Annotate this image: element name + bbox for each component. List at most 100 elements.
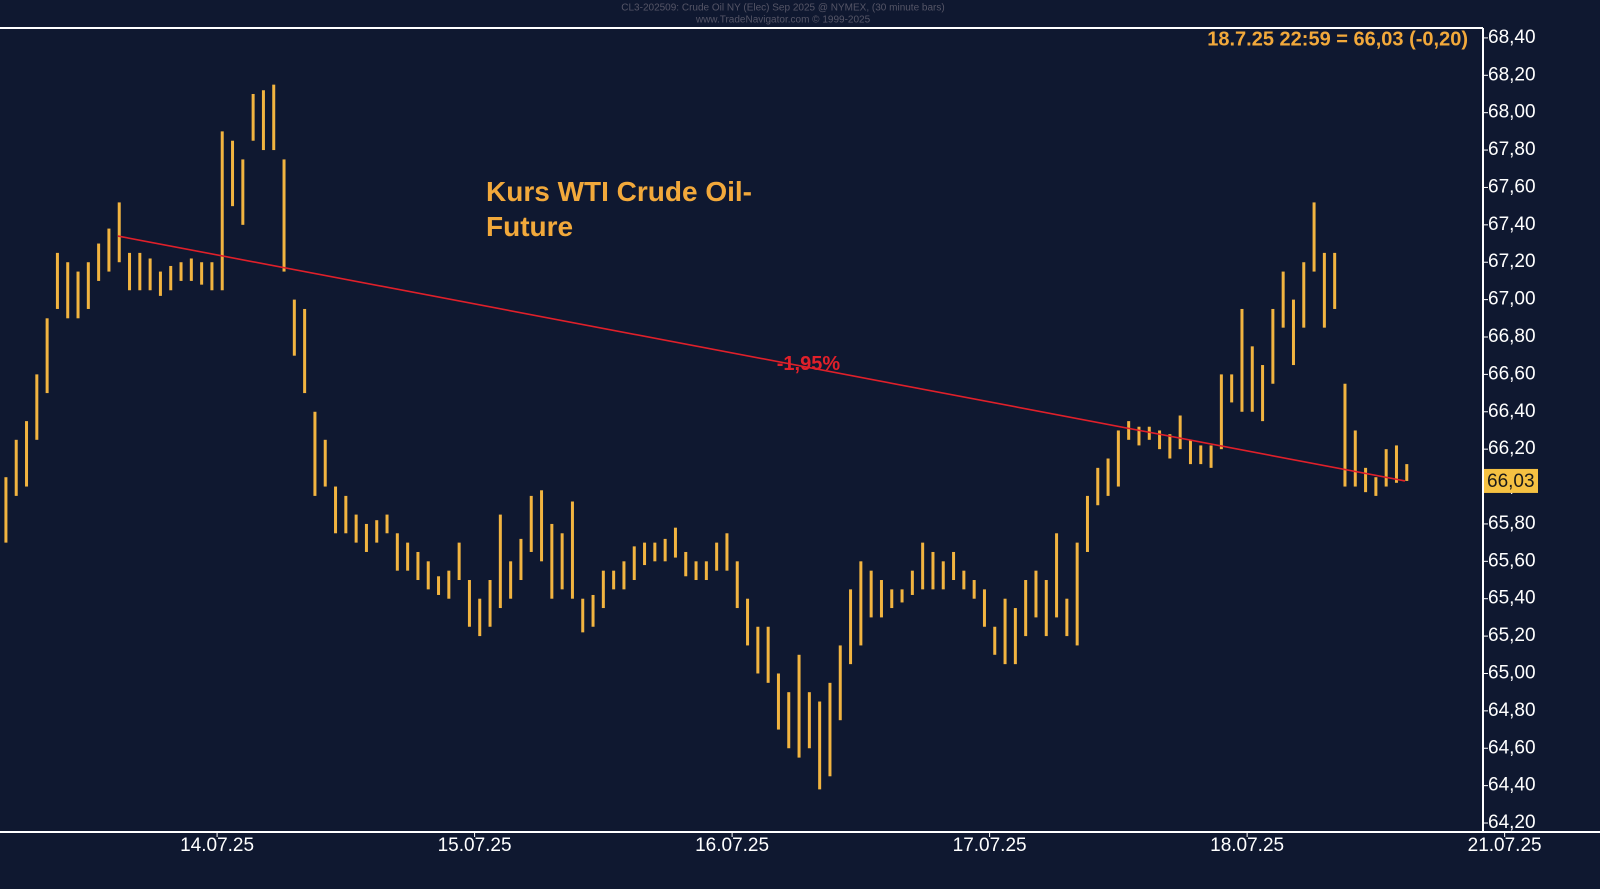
y-tick-label: 65,40	[1488, 588, 1536, 609]
price-bar	[406, 542, 410, 571]
y-tick-label: 65,80	[1488, 513, 1536, 534]
price-bar	[921, 542, 925, 590]
price-bar	[890, 589, 894, 609]
price-bar	[1096, 467, 1100, 506]
price-bar	[128, 252, 132, 291]
price-bar	[1085, 495, 1089, 552]
price-bar	[766, 626, 770, 683]
y-tick-label: 66,80	[1488, 326, 1536, 347]
price-bar	[447, 570, 451, 599]
price-bar	[746, 598, 750, 646]
chart-title: Kurs WTI Crude Oil-Future	[486, 176, 752, 242]
price-bar	[1168, 434, 1172, 459]
price-bar	[334, 486, 338, 534]
y-tick-label: 67,60	[1488, 176, 1536, 197]
price-bar	[704, 561, 708, 581]
price-bar	[1044, 580, 1048, 637]
price-bar	[1240, 308, 1244, 412]
price-bar	[45, 318, 49, 394]
trend-line	[117, 235, 1406, 482]
price-bar	[570, 501, 574, 599]
price-bar	[797, 654, 801, 758]
price-bar	[1405, 464, 1409, 481]
price-bar	[1137, 426, 1141, 446]
price-bar	[879, 580, 883, 618]
price-bar	[4, 477, 8, 543]
price-bar	[1209, 445, 1213, 468]
price-bar	[189, 258, 193, 281]
x-tick-label: 15.07.25	[438, 835, 512, 856]
price-bar	[292, 299, 296, 356]
price-bar	[601, 570, 605, 609]
price-bar	[158, 271, 162, 296]
price-bar	[1384, 449, 1388, 487]
price-bar	[437, 576, 441, 595]
price-bar	[200, 262, 204, 285]
price-bar	[35, 374, 39, 440]
y-tick-label: 64,40	[1488, 775, 1536, 796]
price-bar	[591, 594, 595, 627]
price-bar	[210, 262, 214, 291]
price-bar	[673, 527, 677, 558]
price-bar	[416, 551, 420, 581]
price-bar	[138, 252, 142, 291]
price-bar	[962, 570, 966, 590]
price-bar	[560, 533, 564, 590]
price-bar	[849, 589, 853, 665]
price-bar	[97, 243, 101, 281]
price-bar	[643, 542, 647, 566]
price-bar	[1302, 262, 1306, 328]
y-tick-label: 65,60	[1488, 550, 1536, 571]
chart-header: CL3-202509: Crude Oil NY (Elec) Sep 2025…	[621, 3, 944, 14]
price-bar	[622, 561, 626, 590]
price-bar	[1158, 430, 1162, 450]
price-bar	[1219, 374, 1223, 450]
price-bar	[303, 308, 307, 394]
price-bar	[1312, 202, 1316, 272]
y-tick-label: 67,80	[1488, 139, 1536, 160]
price-bar	[14, 439, 18, 496]
price-bar	[148, 258, 152, 291]
price-bar	[540, 490, 544, 562]
price-bar	[272, 84, 276, 151]
price-bar	[375, 520, 379, 543]
price-bar	[313, 411, 317, 496]
x-tick-label: 21.07.25	[1468, 835, 1542, 856]
y-tick-label: 67,40	[1488, 214, 1536, 235]
price-bar	[1364, 467, 1368, 493]
price-bar	[1003, 598, 1007, 665]
price-bar	[282, 159, 286, 272]
price-bar	[818, 701, 822, 790]
y-tick-label: 68,40	[1488, 27, 1536, 48]
y-tick-label: 67,20	[1488, 251, 1536, 272]
price-bar	[86, 262, 90, 309]
price-bar	[1281, 271, 1285, 328]
price-bar	[1178, 415, 1182, 450]
price-bar	[828, 682, 832, 777]
price-info: 18.7.25 22:59 = 66,03 (-0,20)	[1207, 28, 1468, 50]
price-bar	[1106, 458, 1110, 496]
price-bar	[1271, 308, 1275, 384]
price-bar	[612, 570, 616, 590]
last-price-box	[1484, 468, 1538, 493]
price-bar	[1055, 533, 1059, 618]
price-bar	[694, 561, 698, 581]
price-bar	[1024, 580, 1028, 637]
y-tick-label: 68,00	[1488, 102, 1536, 123]
price-bar	[684, 551, 688, 577]
price-bar	[910, 570, 914, 595]
price-bar	[1230, 374, 1234, 403]
price-bar	[581, 598, 585, 633]
price-bar	[653, 542, 657, 562]
price-bar	[1374, 477, 1378, 496]
price-bar	[498, 514, 502, 609]
price-bar	[426, 561, 430, 590]
price-bar	[251, 93, 255, 141]
price-bar	[1322, 252, 1326, 328]
price-bar	[838, 645, 842, 721]
price-bar	[941, 561, 945, 590]
price-bar	[76, 271, 80, 319]
price-bar	[1147, 426, 1151, 440]
y-tick-label: 64,20	[1488, 812, 1536, 833]
